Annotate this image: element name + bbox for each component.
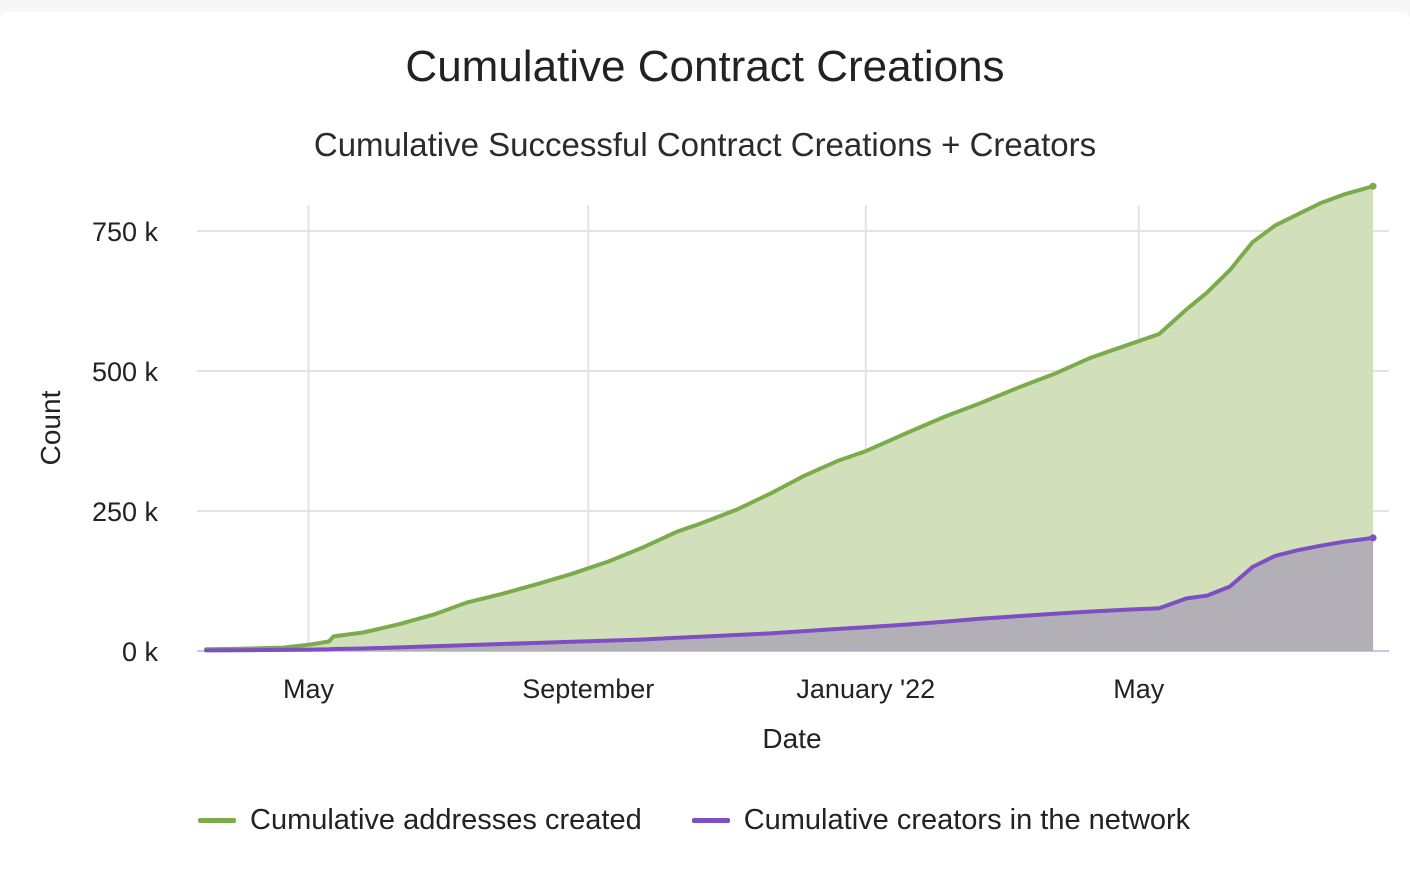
y-tick-label: 750 k: [92, 217, 159, 247]
y-tick-label: 500 k: [92, 357, 159, 387]
x-tick-label: September: [522, 674, 654, 704]
legend-label-addresses: Cumulative addresses created: [250, 804, 642, 836]
series-line-addresses[interactable]: [204, 184, 1376, 652]
legend-label-creators: Cumulative creators in the network: [743, 804, 1191, 836]
series-end-point-addresses[interactable]: [1369, 182, 1377, 190]
x-tick-label: May: [283, 674, 335, 704]
chart-subtitle: Cumulative Successful Contract Creations…: [313, 126, 1097, 163]
x-axis-title: Date: [762, 723, 821, 754]
y-tick-label: 0 k: [122, 637, 159, 667]
legend-swatch-addresses: [198, 818, 236, 823]
legend-item-addresses[interactable]: Cumulative addresses created: [198, 804, 642, 837]
legend-item-creators[interactable]: Cumulative creators in the network: [691, 804, 1191, 837]
tick-layer: 0 k 250 k 500 k 750 k May September January '2…: [92, 217, 1165, 704]
chart-title: Cumulative Contract Creations: [405, 42, 1005, 91]
series-line-creators[interactable]: [204, 535, 1376, 653]
chart-legend: Cumulative addresses created Cumulative …: [198, 804, 1240, 837]
area-layer: [206, 186, 1374, 651]
y-tick-label: 250 k: [92, 497, 159, 527]
series-end-point-creators[interactable]: [1369, 534, 1377, 542]
line-layer: [204, 182, 1377, 653]
area-addresses: [206, 186, 1374, 651]
x-tick-label: January '22: [796, 674, 935, 704]
x-tick-label: May: [1113, 674, 1165, 704]
area-creators: [206, 537, 1374, 651]
legend-swatch-creators: [691, 818, 730, 823]
y-axis-title: Count: [35, 390, 66, 465]
